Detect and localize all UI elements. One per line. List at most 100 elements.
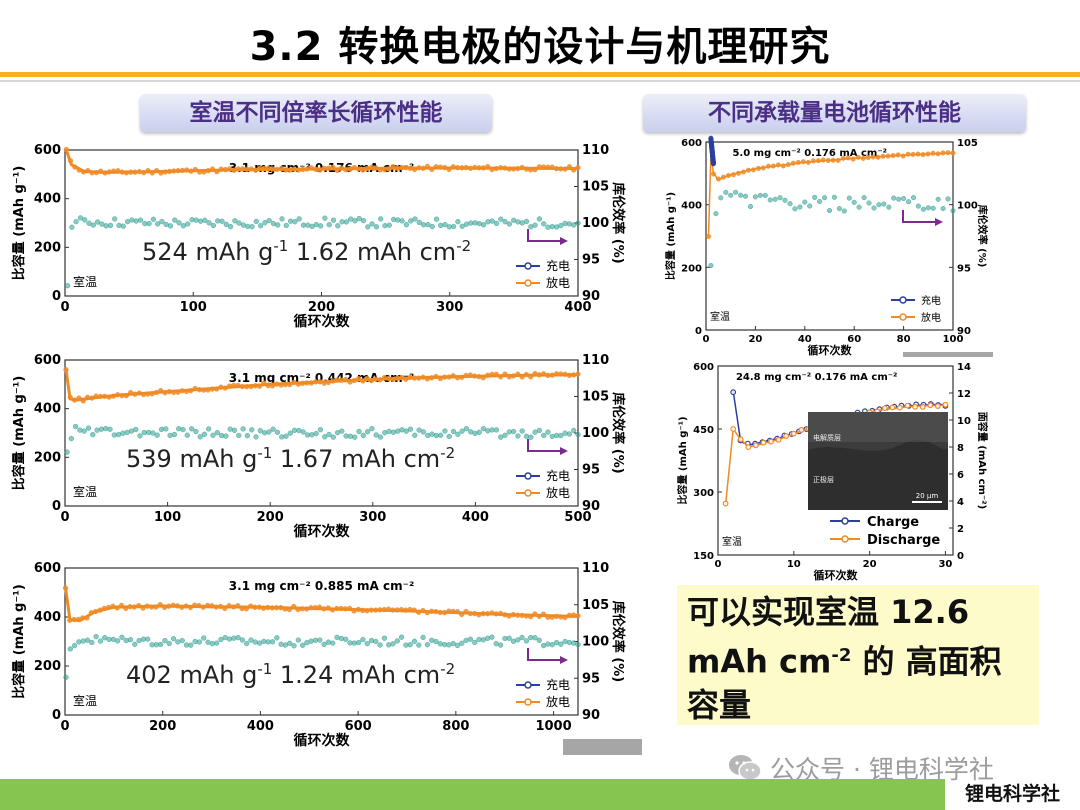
- data-point-放电: [351, 377, 357, 384]
- y2-tick-label: 90: [582, 289, 600, 304]
- data-point-库伦效率: [338, 635, 345, 642]
- data-point-Discharge: [745, 444, 752, 451]
- data-point-库伦效率: [274, 429, 281, 435]
- highlight-line3: 容量: [687, 685, 752, 724]
- data-point-库伦效率: [253, 218, 259, 225]
- data-point-库伦效率: [171, 431, 178, 438]
- data-point-库伦效率: [566, 221, 573, 227]
- data-point-放电: [291, 379, 297, 386]
- data-point-库伦效率: [240, 426, 246, 432]
- data-point-放电: [106, 394, 112, 400]
- data-point-放电: [136, 603, 142, 609]
- data-point-放电: [562, 166, 568, 172]
- data-point-库伦效率: [322, 434, 328, 440]
- data-point-放电: [472, 373, 478, 379]
- data-point-库伦效率: [282, 642, 289, 648]
- data-point-放电: [433, 373, 439, 380]
- data-point-库伦效率: [360, 636, 366, 643]
- data-point-放电: [214, 169, 220, 175]
- data-point-放电: [334, 167, 340, 174]
- data-point-库伦效率: [219, 432, 225, 439]
- y-tick-label: 600: [34, 143, 61, 158]
- x-tick-label: 300: [359, 510, 386, 525]
- data-point-放电: [506, 166, 512, 172]
- data-point-放电: [162, 390, 168, 396]
- data-point-放电: [386, 375, 392, 382]
- data-point-库伦效率: [291, 643, 297, 649]
- data-point-放电: [179, 167, 186, 174]
- data-point-库伦效率: [106, 636, 112, 643]
- data-point-库伦效率: [866, 200, 872, 206]
- data-point-库伦效率: [506, 429, 512, 435]
- data-point-放电: [295, 606, 301, 613]
- data-point-库伦效率: [523, 218, 530, 225]
- data-point-库伦效率: [851, 199, 857, 205]
- data-point-放电: [890, 152, 896, 158]
- data-point-放电: [317, 167, 323, 173]
- data-point-库伦效率: [532, 222, 538, 228]
- data-point-库伦效率: [571, 427, 577, 434]
- y-tick-label: 200: [681, 263, 702, 274]
- data-point-库伦效率: [69, 224, 75, 230]
- data-point-放电: [450, 608, 456, 615]
- data-point-放电: [364, 608, 370, 614]
- data-point-放电: [716, 176, 722, 182]
- data-point-放电: [566, 372, 573, 379]
- data-point-库伦效率: [343, 219, 350, 225]
- data-point-放电: [770, 163, 776, 169]
- data-point-放电: [835, 157, 841, 163]
- data-point-库伦效率: [381, 635, 388, 641]
- y2-tick-label: 110: [582, 143, 609, 158]
- data-point-Discharge: [912, 403, 918, 410]
- y-tick-label: 0: [695, 326, 702, 337]
- data-point-库伦效率: [498, 642, 504, 648]
- data-point-放电: [373, 165, 379, 171]
- chart-annotation: 3.1 mg cm⁻² 0.885 mA cm⁻²: [229, 579, 414, 593]
- data-point-放电: [489, 167, 495, 173]
- data-point-放电: [510, 166, 517, 172]
- data-point-放电: [476, 612, 482, 618]
- big-capacity-label: 402 mAh g-1 1.24 mAh cm-2: [126, 660, 455, 689]
- data-point-库伦效率: [258, 223, 264, 229]
- legend-discharge-marker: [524, 698, 532, 706]
- data-point-放电: [467, 610, 473, 617]
- data-point-库伦效率: [476, 636, 482, 643]
- data-point-库伦效率: [846, 195, 852, 201]
- legend-discharge-text: 放电: [546, 275, 570, 290]
- data-point-库伦效率: [305, 222, 311, 228]
- data-point-放电: [498, 165, 504, 171]
- data-point-库伦效率: [226, 636, 233, 642]
- data-point-放电: [390, 164, 396, 170]
- data-point-库伦效率: [274, 635, 280, 641]
- data-point-放电: [80, 169, 87, 175]
- data-point-放电: [394, 375, 400, 381]
- data-point-放电: [273, 605, 280, 611]
- data-point-放电: [67, 394, 73, 400]
- data-point-放电: [317, 379, 323, 385]
- data-point-库伦效率: [523, 638, 530, 644]
- data-point-放电: [950, 150, 956, 156]
- data-point-库伦效率: [330, 434, 336, 440]
- data-point-放电: [920, 152, 926, 158]
- room-temp-label: 室温: [73, 274, 97, 289]
- data-point-放电: [424, 376, 431, 382]
- y-tick-label: 600: [34, 561, 61, 576]
- data-point-放电: [188, 168, 194, 174]
- data-point-库伦效率: [253, 434, 259, 440]
- y2-tick-label: 8: [957, 443, 964, 454]
- data-point-放电: [287, 382, 293, 388]
- data-point-库伦效率: [84, 637, 91, 643]
- data-point-库伦效率: [103, 223, 109, 229]
- data-point-放电: [162, 169, 168, 175]
- data-point-库伦效率: [369, 221, 375, 227]
- data-point-库伦效率: [723, 189, 729, 195]
- y-tick-label: 200: [34, 659, 61, 674]
- data-point-放电: [515, 612, 521, 618]
- data-point-放电: [239, 605, 245, 612]
- data-point-放电: [140, 392, 147, 398]
- data-point-放电: [523, 372, 530, 378]
- data-point-放电: [85, 168, 91, 174]
- data-point-库伦效率: [321, 641, 327, 648]
- data-point-库伦效率: [97, 638, 104, 644]
- data-point-放电: [553, 371, 560, 377]
